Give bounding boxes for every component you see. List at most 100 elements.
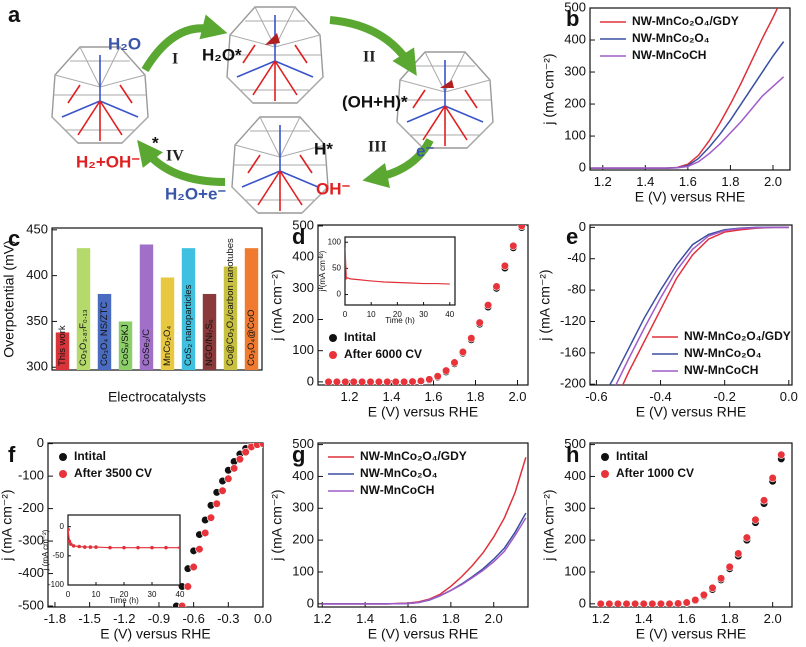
data-point <box>691 595 700 605</box>
x-tick-label: 1.4 <box>635 611 653 626</box>
data-point <box>425 375 434 384</box>
x-axis-label: E (V) versus RHE <box>100 626 210 642</box>
plot-frame <box>589 7 791 171</box>
chart: 1.2 1.4 1.6 1.8 2.0 0 100 200 300 400 500 E (V) ver… <box>269 436 529 642</box>
data-point <box>258 443 263 448</box>
data-point <box>751 515 760 524</box>
data-point <box>622 599 631 607</box>
y-tick-label: -200 <box>560 376 586 391</box>
adsorbate <box>265 33 280 45</box>
y-axis-label: j (mA cm⁻²) <box>537 269 553 341</box>
arrow <box>141 14 228 73</box>
chart: 1.2 1.4 1.6 1.8 2.0 0 100 200 300 400 500 E (V) ver… <box>541 0 791 205</box>
species-label: (OH+H)* <box>342 92 408 111</box>
step-label: III <box>368 139 387 156</box>
data-point <box>332 377 341 385</box>
panel-letter: f <box>8 442 16 467</box>
x-tick-label: 1.8 <box>721 174 739 189</box>
data-point <box>699 590 708 599</box>
legend-label: NW-MnCo₂O₄ <box>360 466 438 480</box>
series-line <box>345 247 450 285</box>
series-marker <box>68 527 70 532</box>
panel-letter: a <box>8 2 21 27</box>
data-point <box>631 599 640 607</box>
data-point <box>358 377 367 385</box>
legend-label: After 6000 CV <box>344 347 422 361</box>
structure <box>51 46 149 144</box>
series-marker <box>150 545 154 550</box>
step-label: I <box>172 51 178 68</box>
bar <box>118 321 133 370</box>
series-marker <box>108 545 112 550</box>
bar <box>223 266 238 370</box>
panel-letter: e <box>566 224 578 249</box>
x-tick-label: 20 <box>393 310 402 319</box>
category-label: Co₃O₄ NS/ZTC <box>99 302 110 366</box>
y-axis-label: j (mA cm⁻²) <box>541 489 557 561</box>
x-tick-label: 2.0 <box>764 174 782 189</box>
legend-label: NW-MnCoCH <box>684 363 758 377</box>
plot-frame <box>344 236 456 306</box>
series-line <box>615 226 789 385</box>
data-point <box>509 241 518 250</box>
x-tick-label: -0.6 <box>585 389 607 404</box>
x-axis-label: Time (h) <box>385 316 415 325</box>
y-tick-label: 200 <box>564 95 586 110</box>
series-line <box>322 517 527 605</box>
legend-marker <box>59 470 67 478</box>
y-axis-label: j (mA cm⁻²) <box>269 489 285 561</box>
y-axis-label: j (mA cm⁻²) <box>269 269 285 341</box>
data-point <box>212 499 221 508</box>
x-tick-label: -0.9 <box>148 611 170 626</box>
y-tick-label: 400 <box>564 31 586 46</box>
category-label: Co₃O₄@CoO <box>246 310 257 366</box>
data-point <box>613 599 623 607</box>
y-tick-label: 450 <box>26 221 48 236</box>
x-tick-label: 2.0 <box>764 611 782 626</box>
species-label: OH⁻ <box>316 179 351 198</box>
legend-label: After 3500 CV <box>74 466 152 480</box>
bar <box>244 248 259 370</box>
y-axis-label: j (mA cm⁻²) <box>541 53 557 125</box>
data-point <box>183 582 192 591</box>
y-tick-label: -500 <box>18 597 44 612</box>
data-point <box>374 377 383 385</box>
chart: 300 350 400 450 Electrocatalysts Overpotentia… <box>1 221 263 405</box>
y-axis-label: Overpotential (mV) <box>1 240 17 357</box>
series-marker <box>88 545 93 549</box>
bar <box>55 332 70 370</box>
species-label: H₂+OH⁻ <box>76 152 140 171</box>
y-tick-label: -40 <box>567 250 586 265</box>
bar <box>160 277 175 370</box>
data-point <box>400 377 409 385</box>
panel-letter: d <box>292 224 305 249</box>
data-point <box>734 549 743 558</box>
plot-frame <box>317 442 529 608</box>
y-tick-label: -100 <box>48 580 65 589</box>
chart: 0 10 20 30 40 0 50 100 Time (h) j (mA cm⁻²) <box>318 236 456 325</box>
y-axis-label: j (mA cm⁻²) <box>0 489 15 561</box>
data-point <box>682 598 691 607</box>
bar <box>97 293 112 370</box>
x-tick-label: 1.4 <box>636 174 654 189</box>
data-point <box>224 474 233 483</box>
data-point <box>433 372 442 381</box>
legend-marker <box>601 470 609 478</box>
y-tick-label: -100 <box>18 468 44 483</box>
y-tick-label: 300 <box>292 500 314 515</box>
series-marker <box>178 545 180 550</box>
y-tick-label: 0 <box>307 373 314 388</box>
y-tick-label: 350 <box>26 313 48 328</box>
plot-frame <box>589 224 793 386</box>
x-tick-label: 30 <box>148 590 157 599</box>
species-label: * <box>152 133 159 152</box>
data-point <box>665 599 674 607</box>
x-tick-label: 30 <box>419 310 428 319</box>
x-tick-label: 1.6 <box>399 611 417 626</box>
y-tick-label: 500 <box>292 217 314 232</box>
y-tick-label: 400 <box>292 468 314 483</box>
series-marker <box>77 544 81 549</box>
data-point <box>201 528 210 538</box>
structure <box>396 51 494 149</box>
data-point <box>517 225 526 231</box>
